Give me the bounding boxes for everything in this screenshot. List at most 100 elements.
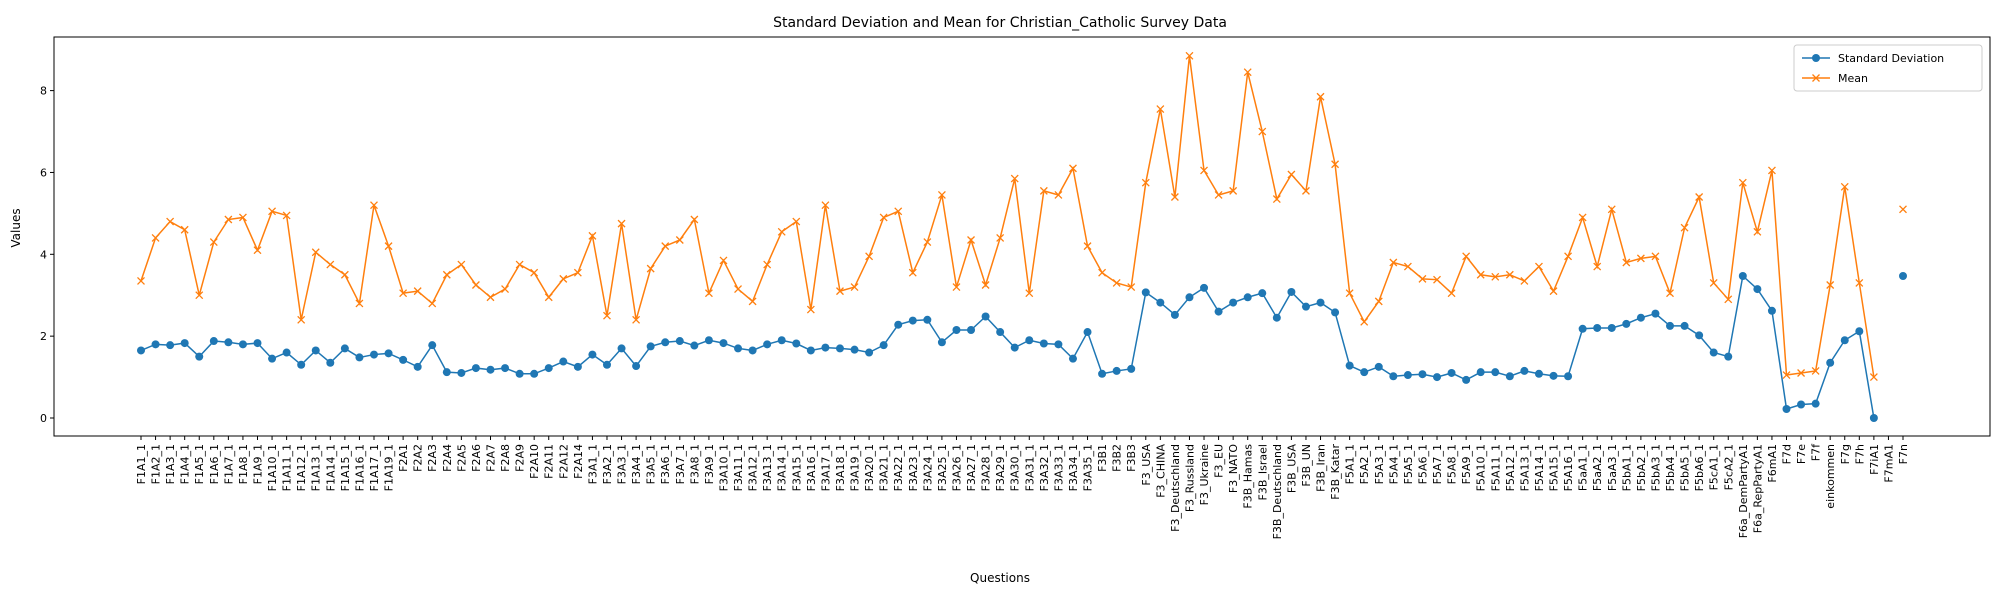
point bbox=[544, 293, 553, 302]
x-tick-label: F3A7_1 bbox=[674, 444, 687, 484]
point bbox=[996, 328, 1005, 337]
point bbox=[1069, 164, 1077, 173]
point bbox=[1622, 319, 1631, 328]
point bbox=[1229, 298, 1238, 307]
x-tick-label: F3A24_1 bbox=[921, 444, 934, 491]
point bbox=[1564, 372, 1573, 381]
point bbox=[1214, 191, 1223, 199]
point bbox=[1709, 348, 1718, 357]
point bbox=[1316, 298, 1325, 307]
x-tick-label: F7f bbox=[1810, 443, 1823, 461]
point bbox=[690, 215, 699, 224]
x-tick-label: F3A25_1 bbox=[936, 444, 949, 491]
x-tick-label: F5A3_1 bbox=[1373, 444, 1386, 484]
x-tick-label: F1A5_1 bbox=[193, 444, 206, 484]
point bbox=[1855, 327, 1864, 336]
x-tick-label: F1A16_1 bbox=[353, 444, 366, 491]
point bbox=[1724, 295, 1733, 304]
point bbox=[1534, 262, 1543, 271]
x-tick-label: F3B_Katar bbox=[1329, 444, 1342, 500]
x-tick-label: F3A15_1 bbox=[790, 444, 803, 491]
point bbox=[967, 236, 975, 244]
point bbox=[151, 233, 160, 242]
x-tick-label: F5aA3_1 bbox=[1606, 444, 1619, 491]
point bbox=[1112, 366, 1121, 375]
point bbox=[180, 339, 189, 348]
x-tick-label: F3A6_1 bbox=[659, 444, 672, 484]
point bbox=[573, 268, 582, 277]
point bbox=[559, 274, 568, 283]
point bbox=[1622, 258, 1631, 267]
x-tick-label: F5bA6_1 bbox=[1693, 444, 1706, 491]
y-tick-label: 2 bbox=[40, 330, 47, 343]
point bbox=[952, 283, 961, 291]
point bbox=[1098, 369, 1107, 378]
point bbox=[442, 368, 451, 377]
point bbox=[1068, 354, 1077, 363]
point bbox=[1418, 274, 1427, 283]
point bbox=[923, 315, 932, 324]
point bbox=[311, 346, 320, 355]
point bbox=[1462, 375, 1471, 384]
x-tick-label: F1A4_1 bbox=[179, 444, 192, 484]
x-tick-label: F3A28_1 bbox=[980, 444, 993, 491]
x-tick-label: F3A27_1 bbox=[965, 444, 978, 491]
x-tick-label: einkommen bbox=[1824, 444, 1837, 509]
point bbox=[1272, 195, 1281, 204]
point bbox=[1229, 186, 1238, 195]
point bbox=[501, 364, 510, 373]
point bbox=[297, 315, 306, 324]
x-tick-label: F3A26_1 bbox=[950, 444, 963, 491]
point bbox=[1302, 186, 1310, 195]
y-tick-label: 4 bbox=[40, 248, 47, 261]
x-tick-label: F5A14_1 bbox=[1533, 444, 1546, 491]
x-axis-label: Questions bbox=[970, 571, 1030, 585]
point bbox=[399, 289, 408, 298]
point bbox=[355, 353, 364, 362]
x-tick-label: F3B_Iran bbox=[1315, 444, 1328, 492]
point bbox=[1869, 413, 1878, 422]
point bbox=[1695, 193, 1704, 201]
x-tick-label: F5A2_1 bbox=[1358, 444, 1371, 484]
x-tick-label: F1A14_1 bbox=[324, 444, 337, 491]
point bbox=[588, 350, 597, 359]
point bbox=[1826, 281, 1835, 289]
x-tick-label: F1A6_1 bbox=[208, 444, 221, 484]
point bbox=[1025, 336, 1034, 345]
point bbox=[1403, 262, 1412, 271]
point bbox=[282, 348, 291, 357]
point bbox=[1840, 336, 1849, 345]
point bbox=[1593, 262, 1602, 271]
x-tick-label: F2A4 bbox=[441, 444, 454, 472]
x-tick-label: F6a_DemPartyA1 bbox=[1737, 444, 1750, 538]
x-tick-label: F5cA2_1 bbox=[1722, 444, 1735, 490]
x-tick-label: F3A30_1 bbox=[1009, 444, 1022, 491]
point bbox=[588, 231, 597, 240]
point bbox=[1200, 166, 1208, 175]
point bbox=[908, 316, 917, 325]
point bbox=[1433, 275, 1441, 284]
point bbox=[209, 238, 218, 246]
x-tick-label: F7iA1 bbox=[1868, 444, 1881, 475]
point bbox=[1534, 369, 1543, 378]
point bbox=[1010, 174, 1019, 183]
point bbox=[384, 242, 393, 251]
point bbox=[981, 281, 990, 289]
x-tick-label: F5A12_1 bbox=[1504, 444, 1517, 491]
point bbox=[471, 281, 480, 289]
point bbox=[1607, 323, 1616, 332]
point bbox=[1316, 92, 1325, 101]
x-tick-label: F2A8 bbox=[499, 444, 512, 472]
x-tick-label: F3A23_1 bbox=[907, 444, 920, 491]
point bbox=[1127, 283, 1136, 291]
point bbox=[763, 260, 772, 269]
point bbox=[1491, 368, 1500, 377]
x-tick-label: F3A31_1 bbox=[1023, 444, 1036, 491]
point bbox=[224, 338, 233, 347]
point bbox=[1782, 404, 1791, 413]
point bbox=[1520, 276, 1529, 285]
point bbox=[836, 287, 844, 296]
point bbox=[1272, 313, 1281, 322]
point bbox=[1185, 293, 1194, 302]
x-tick-label: F1A11_1 bbox=[281, 444, 294, 491]
